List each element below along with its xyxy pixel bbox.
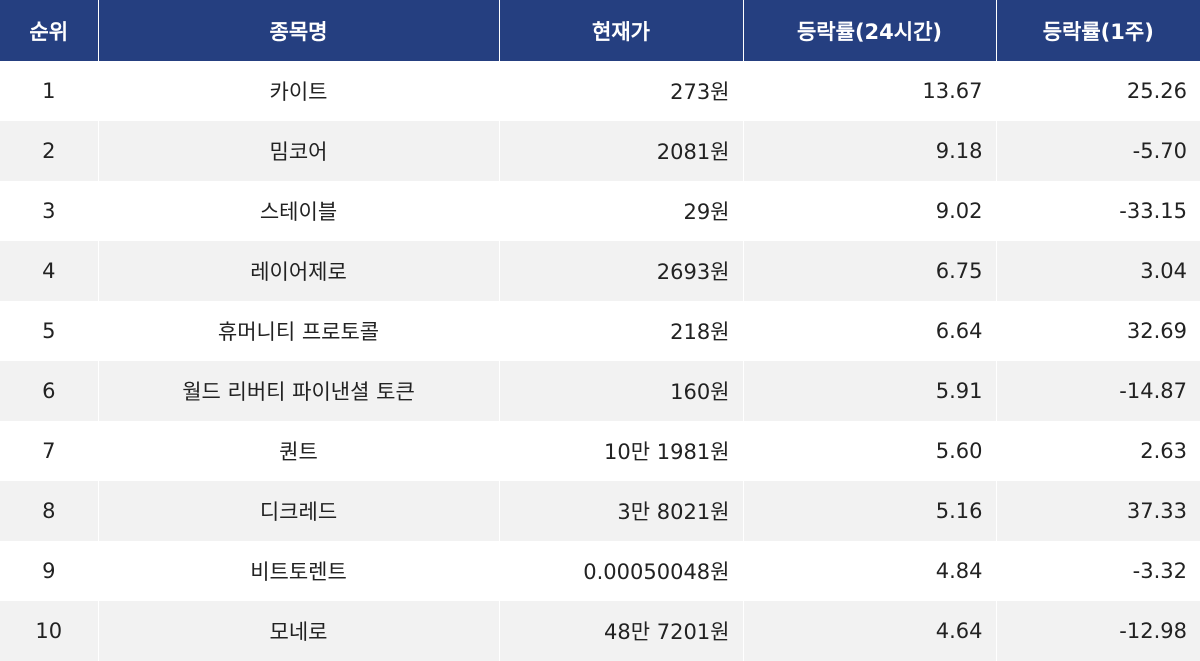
change-24h-cell: 5.16: [743, 481, 997, 541]
table-header: 순위 종목명 현재가 등락률(24시간) 등락률(1주): [0, 0, 1200, 61]
rank-cell: 2: [0, 121, 99, 181]
table-row: 1 카이트 273원 13.67 25.26: [0, 61, 1200, 121]
rank-cell: 9: [0, 541, 99, 601]
change-24h-cell: 4.84: [743, 541, 997, 601]
table-row: 9 비트토렌트 0.00050048원 4.84 -3.32: [0, 541, 1200, 601]
price-cell: 0.00050048원: [499, 541, 744, 601]
rank-cell: 3: [0, 181, 99, 241]
header-rank: 순위: [0, 0, 99, 61]
change-1w-cell: 25.26: [996, 61, 1200, 121]
name-cell: 휴머니티 프로토콜: [98, 301, 500, 361]
header-name: 종목명: [98, 0, 500, 61]
table-row: 3 스테이블 29원 9.02 -33.15: [0, 181, 1200, 241]
rank-cell: 7: [0, 421, 99, 481]
name-cell: 디크레드: [98, 481, 500, 541]
rank-cell: 8: [0, 481, 99, 541]
rank-cell: 6: [0, 361, 99, 421]
name-cell: 비트토렌트: [98, 541, 500, 601]
name-cell: 밈코어: [98, 121, 500, 181]
change-1w-cell: -12.98: [996, 601, 1200, 661]
rank-cell: 5: [0, 301, 99, 361]
price-cell: 160원: [499, 361, 744, 421]
table-row: 5 휴머니티 프로토콜 218원 6.64 32.69: [0, 301, 1200, 361]
price-cell: 29원: [499, 181, 744, 241]
header-change-1w: 등락률(1주): [996, 0, 1200, 61]
change-1w-cell: -3.32: [996, 541, 1200, 601]
change-1w-cell: -33.15: [996, 181, 1200, 241]
change-24h-cell: 5.60: [743, 421, 997, 481]
change-1w-cell: -14.87: [996, 361, 1200, 421]
header-change-24h: 등락률(24시간): [743, 0, 997, 61]
header-price: 현재가: [499, 0, 744, 61]
rank-cell: 10: [0, 601, 99, 661]
table-row: 10 모네로 48만 7201원 4.64 -12.98: [0, 601, 1200, 661]
rank-cell: 4: [0, 241, 99, 301]
price-cell: 48만 7201원: [499, 601, 744, 661]
price-cell: 2081원: [499, 121, 744, 181]
header-row: 순위 종목명 현재가 등락률(24시간) 등락률(1주): [0, 0, 1200, 61]
change-1w-cell: 37.33: [996, 481, 1200, 541]
change-24h-cell: 6.64: [743, 301, 997, 361]
table-row: 2 밈코어 2081원 9.18 -5.70: [0, 121, 1200, 181]
rank-cell: 1: [0, 61, 99, 121]
change-24h-cell: 6.75: [743, 241, 997, 301]
table-row: 4 레이어제로 2693원 6.75 3.04: [0, 241, 1200, 301]
price-cell: 273원: [499, 61, 744, 121]
table-row: 6 월드 리버티 파이낸셜 토큰 160원 5.91 -14.87: [0, 361, 1200, 421]
name-cell: 스테이블: [98, 181, 500, 241]
table-body: 1 카이트 273원 13.67 25.26 2 밈코어 2081원 9.18 …: [0, 61, 1200, 661]
change-24h-cell: 9.02: [743, 181, 997, 241]
name-cell: 월드 리버티 파이낸셜 토큰: [98, 361, 500, 421]
price-cell: 218원: [499, 301, 744, 361]
table-row: 7 퀀트 10만 1981원 5.60 2.63: [0, 421, 1200, 481]
price-cell: 2693원: [499, 241, 744, 301]
change-1w-cell: 32.69: [996, 301, 1200, 361]
price-cell: 3만 8021원: [499, 481, 744, 541]
change-24h-cell: 5.91: [743, 361, 997, 421]
name-cell: 퀀트: [98, 421, 500, 481]
change-24h-cell: 9.18: [743, 121, 997, 181]
change-24h-cell: 13.67: [743, 61, 997, 121]
change-1w-cell: 3.04: [996, 241, 1200, 301]
table-row: 8 디크레드 3만 8021원 5.16 37.33: [0, 481, 1200, 541]
change-1w-cell: -5.70: [996, 121, 1200, 181]
name-cell: 카이트: [98, 61, 500, 121]
change-24h-cell: 4.64: [743, 601, 997, 661]
price-cell: 10만 1981원: [499, 421, 744, 481]
change-1w-cell: 2.63: [996, 421, 1200, 481]
name-cell: 레이어제로: [98, 241, 500, 301]
name-cell: 모네로: [98, 601, 500, 661]
